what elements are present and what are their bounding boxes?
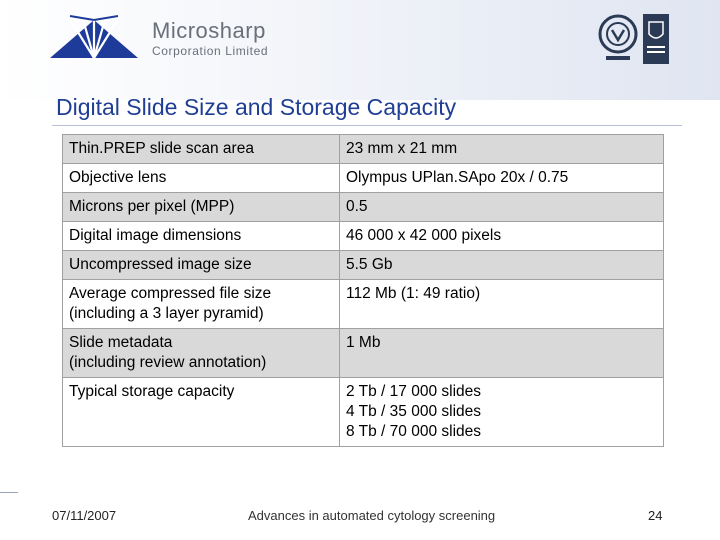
row-value-line: 46 000 x 42 000 pixels [346, 227, 502, 244]
row-label: Digital image dimensions [62, 221, 340, 251]
row-label-line: Uncompressed image size [69, 256, 252, 273]
row-value: 112 Mb (1: 49 ratio) [339, 279, 664, 329]
footer-title: Advances in automated cytology screening [248, 508, 496, 523]
row-value: 23 mm x 21 mm [339, 134, 664, 164]
row-value: 46 000 x 42 000 pixels [339, 221, 664, 251]
specs-table: Thin.PREP slide scan area 23 mm x 21 mm Ob… [62, 134, 664, 447]
row-label: Uncompressed image size [62, 250, 340, 280]
row-label: Typical storage capacity [62, 377, 340, 447]
brand-name: Microsharp [152, 18, 266, 43]
table-row: Uncompressed image size 5.5 Gb [62, 250, 664, 280]
row-value: 0.5 [339, 192, 664, 222]
row-label-line: Average compressed file size [69, 285, 272, 302]
row-value: Olympus UPlan.SApo 20x / 0.75 [339, 163, 664, 193]
row-value-line: Olympus UPlan.SApo 20x / 0.75 [346, 169, 569, 186]
certification-seal-icon [598, 14, 638, 60]
row-label-line: (including review annotation) [69, 354, 267, 371]
row-label-line: Digital image dimensions [69, 227, 242, 244]
row-label-line: Microns per pixel (MPP) [69, 198, 235, 215]
table-row: Average compressed file size (including a… [62, 279, 664, 329]
table-row: Microns per pixel (MPP) 0.5 [62, 192, 664, 222]
brand-subtitle: Corporation Limited [152, 44, 269, 58]
row-value: 1 Mb [339, 328, 664, 378]
row-label: Slide metadata (including review annotati… [62, 328, 340, 378]
microsharp-logo-icon [50, 15, 138, 59]
row-label-line: (including a 3 layer pyramid) [69, 305, 264, 322]
row-value-line: 1 Mb [346, 334, 381, 351]
row-value-line: 112 Mb (1: 49 ratio) [346, 285, 481, 302]
table-row: Digital image dimensions 46 000 x 42 000 … [62, 221, 664, 251]
row-value-line: 0.5 [346, 198, 368, 215]
row-label-line: Objective lens [69, 169, 167, 186]
row-label-line: Thin.PREP slide scan area [69, 140, 254, 157]
ukas-badge-icon [643, 14, 669, 64]
row-value-line: 4 Tb / 35 000 slides [346, 403, 481, 420]
row-value: 5.5 Gb [339, 250, 664, 280]
row-value-line: 2 Tb / 17 000 slides [346, 383, 481, 400]
row-value-line: 23 mm x 21 mm [346, 140, 458, 157]
table-row: Thin.PREP slide scan area 23 mm x 21 mm [62, 134, 664, 164]
footer-divider [0, 492, 18, 493]
row-value-line: 8 Tb / 70 000 slides [346, 423, 481, 440]
footer-date: 07/11/2007 [52, 508, 117, 523]
title-divider [52, 125, 682, 126]
table-row: Slide metadata (including review annotati… [62, 328, 664, 378]
row-value-line: 5.5 Gb [346, 256, 393, 273]
row-label-line: Slide metadata [69, 334, 173, 351]
row-label-line: Typical storage capacity [69, 383, 235, 400]
slide-title: Digital Slide Size and Storage Capacity [56, 94, 457, 120]
table-row: Typical storage capacity 2 Tb / 17 000 sl… [62, 377, 664, 447]
row-label: Objective lens [62, 163, 340, 193]
page-number: 24 [648, 508, 663, 523]
row-value: 2 Tb / 17 000 slides 4 Tb / 35 000 slides… [339, 377, 664, 447]
row-label: Microns per pixel (MPP) [62, 192, 340, 222]
row-label: Thin.PREP slide scan area [62, 134, 340, 164]
table-row: Objective lens Olympus UPlan.SApo 20x / 0… [62, 163, 664, 193]
row-label: Average compressed file size (including a… [62, 279, 340, 329]
